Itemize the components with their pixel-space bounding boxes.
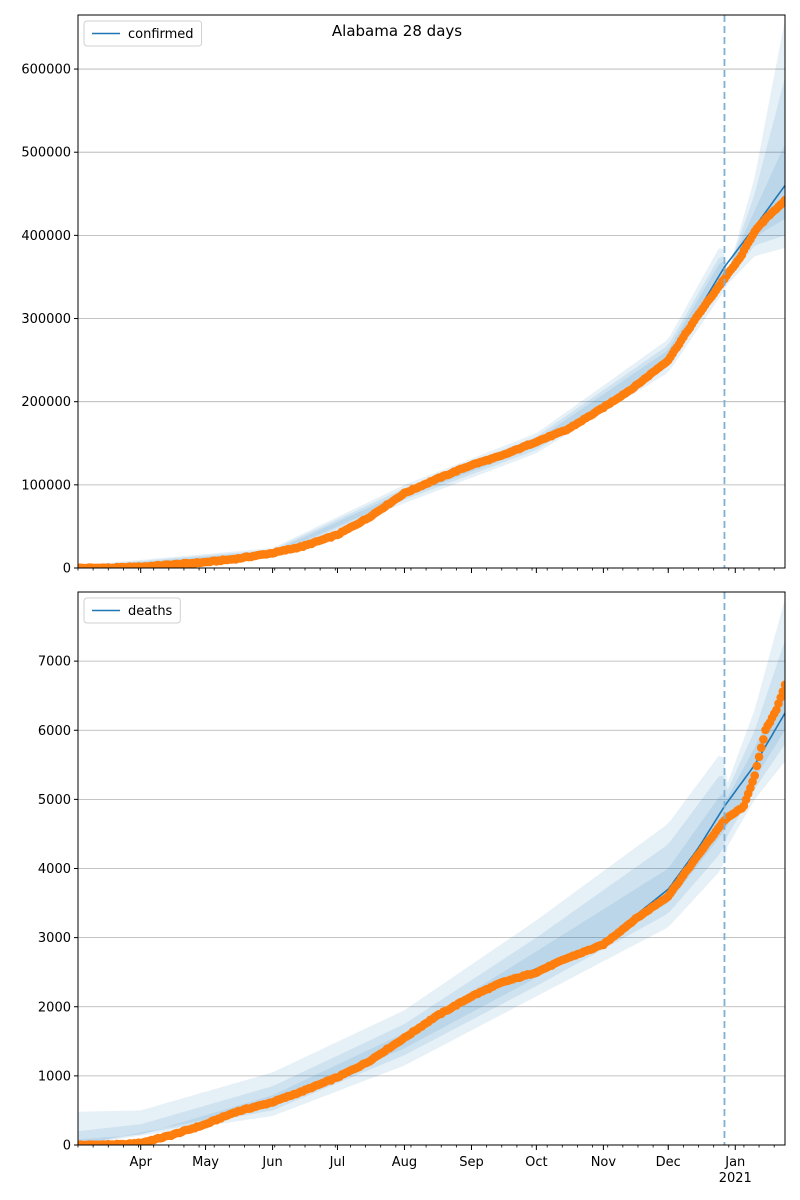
observed-point [750, 771, 759, 780]
legend-label: deaths [128, 604, 173, 619]
observed-point [754, 752, 764, 762]
x-tick-label: Jun [261, 1155, 282, 1170]
y-tick-label: 1000 [38, 1069, 71, 1084]
y-tick-label: 500000 [21, 146, 71, 161]
observed-point [780, 195, 785, 205]
y-tick-label: 2000 [38, 1000, 71, 1015]
x-tick-label: Apr [129, 1155, 152, 1170]
confirmed-panel: 0 100000 200000 300000 400000 500000 600000 con… [21, 14, 786, 577]
x-tick-label: May [192, 1155, 219, 1170]
figure-title: Alabama 28 days [332, 22, 462, 40]
y-tick-label: 6000 [38, 724, 71, 739]
y-tick-label: 200000 [21, 395, 71, 410]
plot-area [78, 19, 785, 568]
x-year-label: 2021 [719, 1171, 752, 1186]
confirmed-fit-line [78, 185, 785, 568]
deaths-observed-series [78, 680, 785, 1145]
observed-point [778, 687, 785, 696]
observed-point [780, 680, 785, 690]
x-tick-label: Sep [459, 1155, 484, 1170]
y-tick-label: 3000 [38, 931, 71, 946]
uncertainty-band [78, 640, 785, 1145]
y-tick-label: 300000 [21, 312, 71, 327]
legend-box [83, 597, 181, 624]
y-tick-label: 4000 [38, 862, 71, 877]
y-tick-label: 600000 [21, 63, 71, 78]
y-tick-label: 0 [63, 562, 71, 577]
uncertainty-band [78, 598, 785, 1145]
legend-label: confirmed [128, 27, 194, 42]
y-tick-label: 5000 [38, 793, 71, 808]
x-tick-label: Dec [656, 1155, 681, 1170]
observed-point [752, 761, 762, 771]
y-tick-label: 7000 [38, 655, 71, 670]
x-tick-label: Jul [329, 1155, 346, 1170]
deaths-fit-line [78, 712, 785, 1145]
x-tick-label: Aug [392, 1155, 417, 1170]
y-tick-label: 0 [63, 1139, 71, 1154]
y-tick-label: 400000 [21, 229, 71, 244]
deaths-panel: 0 1000 2000 3000 4000 5000 6000 7000 Apr May Jun Ju… [38, 591, 786, 1186]
observed-point [756, 743, 766, 752]
deaths-legend: deaths [83, 597, 181, 624]
x-tick-label: Oct [525, 1155, 547, 1170]
confirmed-legend: confirmed [83, 20, 203, 47]
plot-area [78, 598, 785, 1145]
confirmed-observed-series [78, 195, 785, 568]
y-tick-label: 100000 [21, 478, 71, 493]
observed-point [759, 735, 768, 744]
axes-frame [77, 14, 786, 569]
legend-box [83, 20, 203, 47]
x-tick-label: Jan [724, 1155, 745, 1170]
x-tick-label: Nov [591, 1155, 617, 1170]
